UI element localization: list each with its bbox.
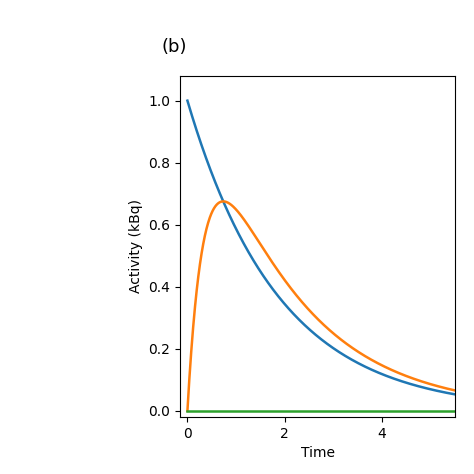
X-axis label: Time: Time: [301, 447, 335, 460]
Y-axis label: Activity (kBq): Activity (kBq): [129, 200, 143, 293]
Text: (b): (b): [161, 38, 187, 56]
